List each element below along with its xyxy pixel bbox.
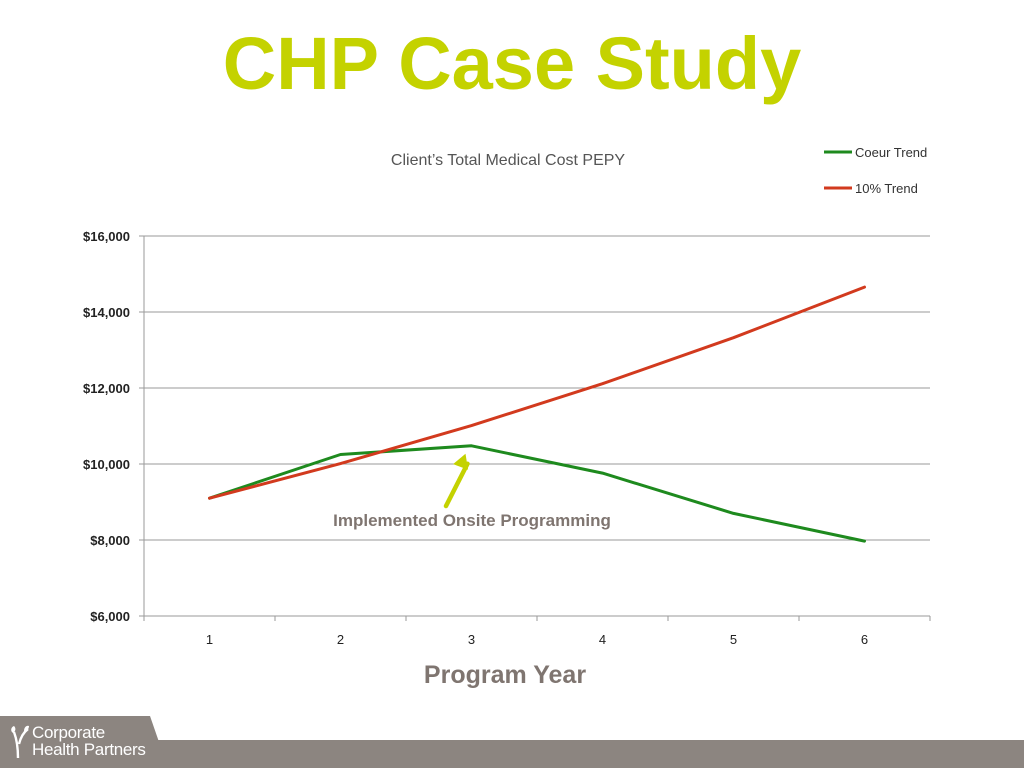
y-tick-label: $10,000 [83, 457, 130, 472]
x-tick-label: 3 [468, 632, 475, 647]
y-tick-label: $6,000 [90, 609, 130, 624]
x-tick-label: 5 [730, 632, 737, 647]
legend: Coeur Trend 10% Trend [824, 145, 927, 196]
x-tick-label: 4 [599, 632, 606, 647]
chart-title: Client’s Total Medical Cost PEPY [391, 152, 626, 169]
x-axis-title: Program Year [424, 661, 586, 689]
series-line-2 [208, 285, 866, 500]
annotation-arrow-shaft [443, 461, 470, 509]
x-tick-label: 1 [206, 632, 213, 647]
y-tick-label: $8,000 [90, 533, 130, 548]
series-line-1 [208, 444, 866, 543]
annotation-label: Implemented Onsite Programming [333, 511, 611, 530]
legend-label: 10% Trend [855, 181, 918, 196]
y-tick-label: $16,000 [83, 229, 130, 244]
footer-logo-tab [0, 716, 168, 768]
axes [139, 235, 931, 621]
legend-label: Coeur Trend [855, 145, 927, 160]
annotation-arrow-head [453, 453, 469, 470]
y-tick-labels: $6,000 $8,000 $10,000 $12,000 $14,000 $16,000 [83, 229, 130, 624]
x-tick-label: 2 [337, 632, 344, 647]
footer-bar [0, 740, 1024, 768]
slide-title: CHP Case Study [222, 22, 802, 105]
gridlines [144, 235, 930, 617]
x-tick-label: 6 [861, 632, 868, 647]
y-tick-label: $14,000 [83, 305, 130, 320]
annotation: Implemented Onsite Programming [333, 453, 611, 530]
leaf-icon [11, 725, 29, 758]
x-tick-labels: 1 2 3 4 5 6 [206, 632, 868, 647]
logo-text-line2: Health Partners [32, 740, 146, 759]
y-tick-label: $12,000 [83, 381, 130, 396]
logo-text-line1: Corporate [32, 723, 105, 742]
series-lines [208, 285, 866, 543]
corporate-health-partners-logo: Corporate Health Partners [10, 722, 170, 762]
